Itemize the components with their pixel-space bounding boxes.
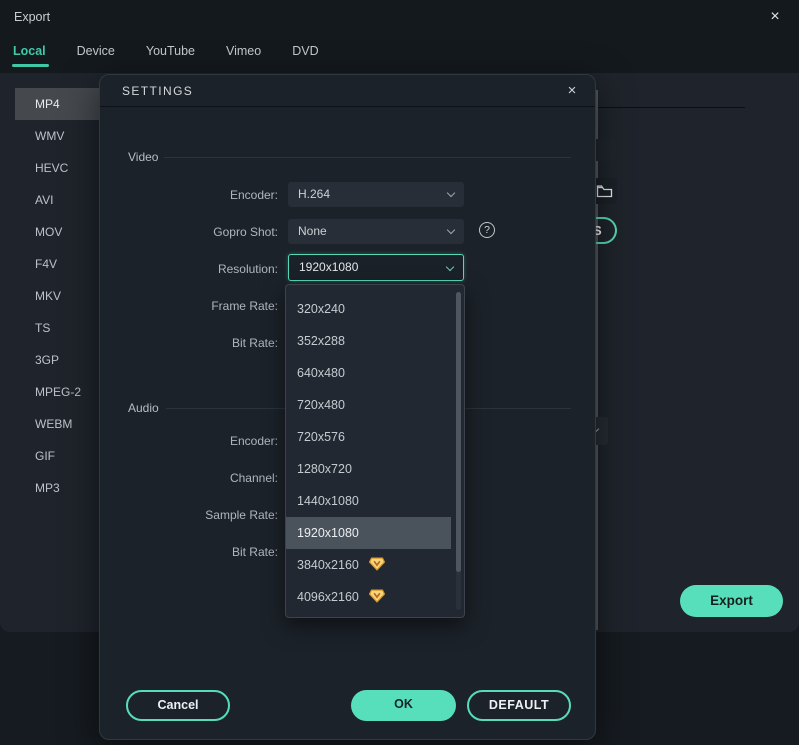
window-title: Export bbox=[14, 10, 51, 24]
sample-rate-label: Sample Rate: bbox=[205, 508, 278, 522]
chevron-down-icon bbox=[446, 225, 456, 235]
format-item-mp4[interactable]: MP4 bbox=[15, 88, 100, 120]
audio-section-heading: Audio bbox=[128, 401, 159, 415]
tab-youtube[interactable]: YouTube bbox=[145, 44, 195, 58]
export-button[interactable]: Export bbox=[680, 585, 783, 617]
encoder-select[interactable]: H.264 bbox=[288, 182, 464, 207]
close-icon[interactable]: × bbox=[770, 8, 780, 25]
dialog-close-icon[interactable]: × bbox=[567, 82, 577, 99]
resolution-option-pro[interactable]: 4096x2160 bbox=[286, 581, 451, 613]
pro-badge-icon bbox=[369, 557, 386, 571]
format-item-avi[interactable]: AVI bbox=[35, 193, 54, 207]
format-item-webm[interactable]: WEBM bbox=[35, 417, 73, 431]
format-item-mpeg2[interactable]: MPEG-2 bbox=[35, 385, 82, 399]
option-label: 640x480 bbox=[297, 366, 345, 380]
resolution-option[interactable]: 320x240 bbox=[286, 293, 451, 325]
frame-rate-label: Frame Rate: bbox=[211, 299, 278, 313]
resolution-option[interactable]: 352x288 bbox=[286, 325, 451, 357]
encoder-value: H.264 bbox=[298, 187, 331, 201]
pro-badge-icon bbox=[369, 589, 386, 603]
option-label: 1440x1080 bbox=[297, 494, 359, 508]
format-item-mov[interactable]: MOV bbox=[35, 225, 63, 239]
option-label: 352x288 bbox=[297, 334, 345, 348]
resolution-option[interactable]: 1280x720 bbox=[286, 453, 451, 485]
content-scrollbar[interactable] bbox=[596, 90, 598, 630]
audio-encoder-label: Encoder: bbox=[229, 434, 278, 448]
scrollbar-thumb[interactable] bbox=[456, 292, 461, 572]
resolution-value: 1920x1080 bbox=[299, 260, 359, 274]
resolution-option[interactable]: 1440x1080 bbox=[286, 485, 451, 517]
gopro-shot-value: None bbox=[298, 224, 327, 238]
option-label: 3840x2160 bbox=[297, 558, 359, 572]
resolution-select[interactable]: 1920x1080 bbox=[288, 254, 464, 281]
format-item-gif[interactable]: GIF bbox=[35, 449, 55, 463]
format-item-mkv[interactable]: MKV bbox=[35, 289, 62, 303]
settings-button-fragment[interactable]: S bbox=[591, 217, 617, 244]
dropdown-scrollbar[interactable] bbox=[456, 292, 461, 610]
cancel-button[interactable]: Cancel bbox=[126, 690, 230, 721]
ok-button[interactable]: OK bbox=[351, 690, 456, 721]
format-item-ts[interactable]: TS bbox=[35, 321, 51, 335]
chevron-down-icon bbox=[445, 262, 455, 272]
option-label: 1920x1080 bbox=[297, 526, 359, 540]
dialog-title: SETTINGS bbox=[122, 84, 194, 98]
resolution-option-pro[interactable]: 3840x2160 bbox=[286, 549, 451, 581]
export-tabs: Local Device YouTube Vimeo DVD bbox=[12, 44, 319, 67]
video-section-heading: Video bbox=[128, 150, 159, 164]
format-item-3gp[interactable]: 3GP bbox=[35, 353, 60, 367]
video-bit-rate-label: Bit Rate: bbox=[231, 336, 278, 350]
tab-dvd[interactable]: DVD bbox=[292, 44, 319, 58]
folder-icon bbox=[596, 185, 612, 198]
tab-local[interactable]: Local bbox=[12, 44, 49, 67]
format-list: MP4 WMV HEVC AVI MOV F4V MKV TS 3GP MPEG… bbox=[15, 88, 100, 518]
resolution-option[interactable]: 640x480 bbox=[286, 357, 451, 389]
option-label: 1280x720 bbox=[297, 462, 352, 476]
help-icon[interactable]: ? bbox=[479, 222, 495, 238]
tab-device[interactable]: Device bbox=[76, 44, 115, 58]
audio-bit-rate-label: Bit Rate: bbox=[231, 545, 278, 559]
resolution-option-selected[interactable]: 1920x1080 bbox=[286, 517, 451, 549]
format-item-wmv[interactable]: WMV bbox=[35, 129, 65, 143]
encoder-label: Encoder: bbox=[229, 188, 278, 202]
default-button[interactable]: DEFAULT bbox=[467, 690, 571, 721]
option-label: 720x480 bbox=[297, 398, 345, 412]
option-label: 4096x2160 bbox=[297, 590, 359, 604]
channel-label: Channel: bbox=[229, 471, 278, 485]
option-label: 320x240 bbox=[297, 302, 345, 316]
gopro-shot-label: Gopro Shot: bbox=[213, 225, 278, 239]
format-item-mp3[interactable]: MP3 bbox=[35, 481, 60, 495]
window-header: Export × Local Device YouTube Vimeo DVD bbox=[0, 0, 799, 73]
chevron-down-icon bbox=[446, 188, 456, 198]
tab-vimeo[interactable]: Vimeo bbox=[226, 44, 262, 58]
resolution-option[interactable]: 720x576 bbox=[286, 421, 451, 453]
resolution-option[interactable]: 720x480 bbox=[286, 389, 451, 421]
dialog-header: SETTINGS × bbox=[100, 75, 595, 107]
format-item-f4v[interactable]: F4V bbox=[35, 257, 58, 271]
gopro-shot-select[interactable]: None bbox=[288, 219, 464, 244]
format-item-hevc[interactable]: HEVC bbox=[35, 161, 69, 175]
option-label: 720x576 bbox=[297, 430, 345, 444]
video-section-divider bbox=[164, 157, 571, 158]
content-divider bbox=[580, 107, 745, 108]
resolution-label: Resolution: bbox=[217, 262, 278, 276]
resolution-dropdown-list: 320x240 352x288 640x480 720x480 720x576 … bbox=[285, 284, 465, 618]
filename-field-fragment[interactable] bbox=[591, 139, 616, 161]
